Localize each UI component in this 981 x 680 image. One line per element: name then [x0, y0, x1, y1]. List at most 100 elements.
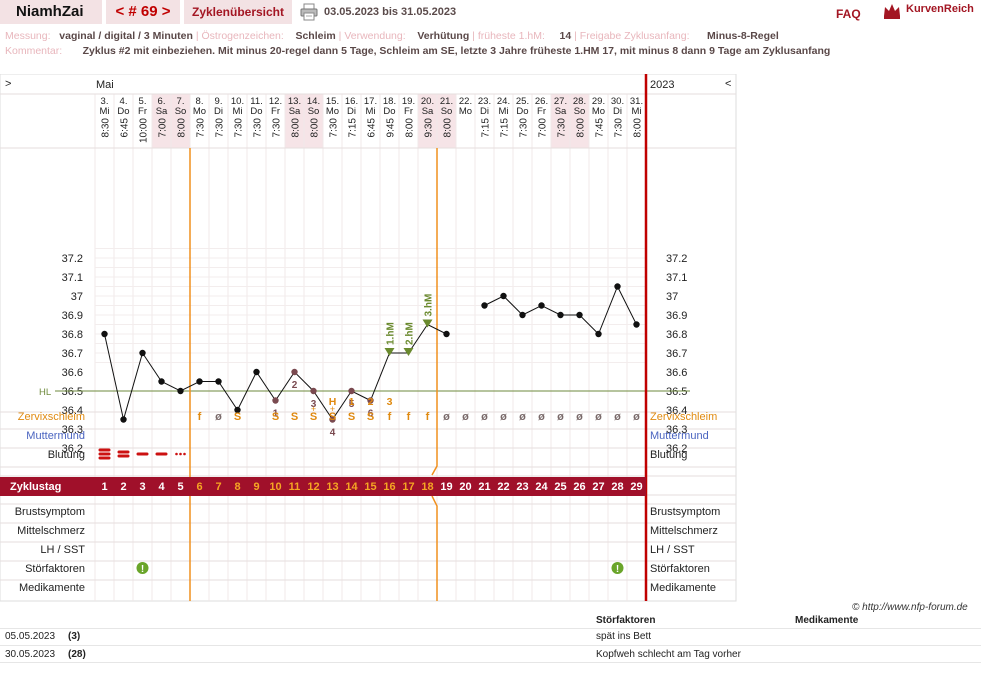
temperature-point[interactable]: [367, 397, 374, 404]
day-weekday: Fr: [138, 106, 147, 117]
day-date: 14.: [307, 96, 320, 107]
cycle-day-number: 29: [630, 481, 642, 493]
weekend-shade: [551, 94, 570, 148]
temperature-point[interactable]: [443, 330, 450, 338]
day-weekday: Sa: [555, 106, 567, 117]
temperature-point[interactable]: [158, 378, 165, 385]
disturbance-icon[interactable]: [136, 562, 149, 574]
faq-link[interactable]: FAQ: [836, 7, 861, 21]
weekend-shade: [437, 94, 456, 148]
temperature-point[interactable]: [500, 292, 507, 300]
temperature-point[interactable]: [576, 311, 583, 319]
user-name-tab[interactable]: NiamhZai: [0, 0, 102, 24]
temperature-point[interactable]: [215, 378, 222, 385]
temperature-point[interactable]: [291, 368, 298, 376]
high-temp-label: 2.hM: [405, 322, 416, 345]
row-label-medication-right: Medikamente: [650, 582, 716, 594]
cervix-value: f: [407, 411, 411, 423]
cycle-day-number: 19: [440, 481, 452, 493]
temperature-point[interactable]: [519, 311, 526, 319]
comment-label: Kommentar:: [5, 45, 63, 57]
cycle-day-number: 20: [459, 481, 471, 493]
temperature-point[interactable]: [538, 302, 545, 309]
y-tick-left: 36.5: [62, 386, 83, 398]
y-tick-right: 36.8: [666, 329, 687, 341]
day-weekday: Mo: [193, 106, 206, 117]
earliest-hm-value: 14: [559, 30, 572, 42]
day-weekday: So: [175, 106, 187, 117]
temperature-point[interactable]: [614, 283, 621, 290]
measure-time: 8:30: [101, 118, 112, 138]
day-weekday: Fr: [404, 106, 413, 117]
temperature-point[interactable]: [633, 321, 640, 328]
weekend-shade: [152, 94, 171, 148]
brand-logo[interactable]: KurvenReich: [880, 1, 980, 23]
temperature-point[interactable]: [101, 330, 108, 338]
bleeding-mark: [183, 452, 186, 456]
measure-time: 7:30: [329, 118, 340, 138]
temperature-point[interactable]: [272, 397, 279, 404]
bleeding-mark: [175, 452, 178, 456]
measure-time: 7:30: [196, 118, 207, 138]
day-weekday: Do: [117, 106, 129, 117]
day-weekday: Mo: [592, 106, 605, 117]
y-tick-left: 36.4: [62, 405, 83, 417]
day-date: 22.: [459, 96, 472, 107]
y-tick-right: 37: [666, 291, 678, 303]
weekend-shade: [570, 94, 589, 148]
temperature-point[interactable]: [253, 368, 260, 376]
day-weekday: So: [574, 106, 586, 117]
measurement-value: vaginal / digital / 3 Minuten: [59, 30, 193, 42]
disturbance-icon[interactable]: [611, 562, 624, 574]
row-label-bleeding: Blutung: [48, 449, 85, 461]
day-date: 12.: [269, 96, 282, 107]
temperature-point[interactable]: [120, 416, 127, 423]
bleeding-mark: [98, 448, 111, 452]
nav-next[interactable]: <: [725, 78, 731, 90]
cycle-day-number: 24: [535, 481, 548, 493]
temperature-point[interactable]: [348, 387, 355, 395]
cycle-day-number: 7: [215, 481, 221, 493]
row-label-mittelschmerz: Mittelschmerz: [17, 525, 85, 537]
low-temp-label: 3: [311, 399, 317, 410]
high-temp-marker: [422, 319, 433, 328]
temperature-point[interactable]: [557, 311, 564, 319]
day-date: 6.: [158, 96, 166, 107]
temperature-point[interactable]: [329, 416, 336, 423]
crown-icon: [884, 4, 900, 19]
temperature-point[interactable]: [196, 378, 203, 385]
day-weekday: Mi: [365, 106, 375, 117]
day-weekday: Mi: [631, 106, 641, 117]
measure-time: 7:15: [481, 118, 492, 138]
row-label-lh-right: LH / SST: [650, 544, 695, 556]
temperature-point[interactable]: [595, 330, 602, 338]
temperature-point[interactable]: [177, 387, 184, 395]
day-weekday: Di: [613, 106, 622, 117]
cycle-overview-tab[interactable]: Zyklenübersicht: [184, 0, 292, 24]
temperature-point[interactable]: [139, 349, 146, 357]
day-weekday: So: [308, 106, 320, 117]
day-date: 4.: [120, 96, 128, 107]
measure-time: 7:30: [253, 118, 264, 138]
cervix-value: ø: [462, 411, 469, 423]
nav-prev[interactable]: >: [5, 78, 11, 90]
measure-time: 7:30: [215, 118, 226, 138]
printer-icon[interactable]: [300, 3, 318, 21]
temperature-point[interactable]: [481, 302, 488, 309]
measure-time: 7:30: [614, 118, 625, 138]
day-date: 7.: [177, 96, 185, 107]
temperature-point[interactable]: [310, 387, 317, 395]
weekend-shade: [285, 94, 304, 148]
low-temp-label: 6: [368, 409, 374, 420]
measure-time: 7:30: [519, 118, 530, 138]
cycle-navigation[interactable]: < # 69 >: [106, 0, 180, 24]
temperature-point[interactable]: [234, 406, 241, 414]
cycle-day-number: 21: [478, 481, 490, 493]
measure-time: 8:00: [310, 118, 321, 138]
cycle-day-number: 11: [289, 481, 301, 493]
day-date: 19.: [402, 96, 415, 107]
cycle-day-number: 18: [421, 481, 433, 493]
y-tick-left: 36.9: [62, 310, 83, 322]
cycle-chart: > Mai 2023 <3.Mi8:304.Do6:455.Fr10:006.Sa7:…: [0, 74, 737, 602]
row-label-lh: LH / SST: [40, 544, 85, 556]
